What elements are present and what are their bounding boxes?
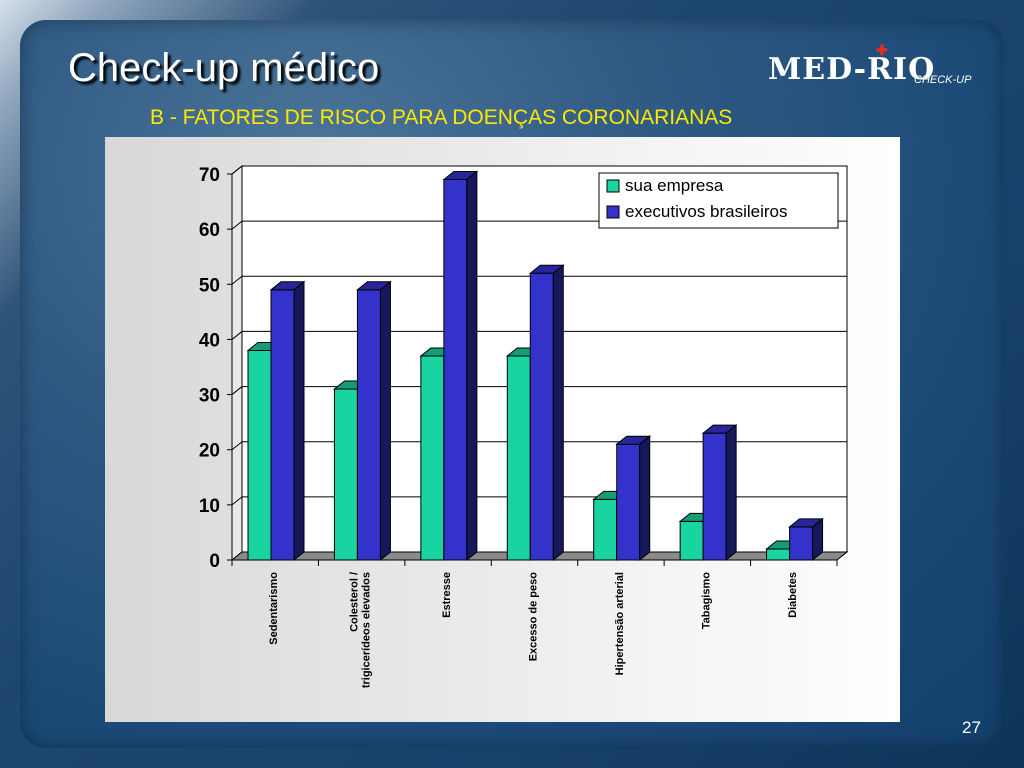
chart-legend: sua empresa executivos brasileiros (598, 172, 839, 229)
bar-front (766, 548, 791, 561)
bar-executivos-0 (269, 280, 306, 562)
bar-front (529, 272, 554, 561)
x-category-label: Colesterol / (349, 572, 361, 632)
gridline-side (231, 496, 243, 506)
bar-front (702, 432, 727, 561)
bar-front (616, 443, 641, 561)
x-category-label: Estresse (441, 572, 453, 618)
y-tick-label: 30 (199, 386, 220, 407)
bar-side (725, 424, 737, 562)
y-tick-label: 60 (199, 220, 220, 241)
legend-swatch (606, 179, 620, 193)
chart-area: 0 10 20 30 40 50 60 70 Sedentarismo Colesterol / t… (105, 137, 900, 722)
bar-front (333, 388, 358, 561)
y-tick-label: 0 (209, 551, 220, 572)
gridline-side (231, 165, 243, 175)
y-tick-label: 70 (199, 165, 220, 186)
bar-front (420, 355, 445, 561)
bar-executivos-3 (528, 264, 565, 562)
bar-side (466, 170, 478, 562)
bar-front (356, 289, 381, 561)
bar-executivos-6 (788, 517, 824, 562)
y-tick-label: 20 (199, 441, 220, 462)
bar-side (552, 264, 564, 562)
bar-executivos-2 (442, 170, 479, 562)
y-tick-label: 10 (199, 496, 220, 517)
bar-front (270, 289, 295, 561)
bar-side (639, 435, 651, 562)
slide-title: Check-up médico (68, 46, 380, 90)
bar-front (443, 179, 468, 561)
gridline-side (231, 386, 243, 395)
legend-label: executivos brasileiros (625, 202, 788, 221)
bar-executivos-4 (615, 435, 652, 562)
bar-front (247, 349, 272, 561)
chart-subtitle: B - FATORES DE RISCO PARA DOENÇAS CORONA… (150, 106, 733, 129)
bar-chart: 0 10 20 30 40 50 60 70 Sedentarismo Colesterol / t… (199, 164, 849, 688)
page-number: 27 (962, 718, 981, 737)
bar-executivos-5 (701, 424, 738, 562)
med-rio-logo: MED-RIO ✚ CHECK-UP (768, 42, 978, 96)
bar-side (379, 280, 391, 562)
logo-cross-icon: ✚ (876, 42, 888, 58)
bar-front (679, 520, 704, 561)
legend-box (598, 172, 839, 229)
gridline-side (231, 275, 243, 285)
bar-side (812, 517, 824, 562)
bar-front (506, 355, 531, 561)
gridline-side (231, 441, 243, 451)
x-category-label: Diabetes (787, 572, 799, 618)
x-category-label: trigicerídeos elevados (361, 572, 373, 688)
bar-executivos-1 (356, 280, 392, 562)
legend-label: sua empresa (625, 176, 724, 195)
gridline-side (231, 220, 243, 230)
x-category-label: Tabagismo (700, 572, 712, 630)
bar-front (593, 498, 618, 561)
y-tick-label: 40 (199, 330, 220, 351)
x-category-label: Excesso de peso (528, 572, 540, 662)
gridline-side (231, 331, 243, 340)
bar-front (789, 526, 814, 561)
x-category-label: Hipertensão arterial (614, 572, 626, 675)
y-tick-label: 50 (199, 275, 220, 296)
logo-sub-text: CHECK-UP (914, 74, 972, 86)
x-category-label: Sedentarismo (268, 572, 280, 645)
logo-main-text: MED-RIO (768, 52, 936, 87)
legend-swatch (606, 205, 620, 219)
bar-side (293, 280, 305, 562)
